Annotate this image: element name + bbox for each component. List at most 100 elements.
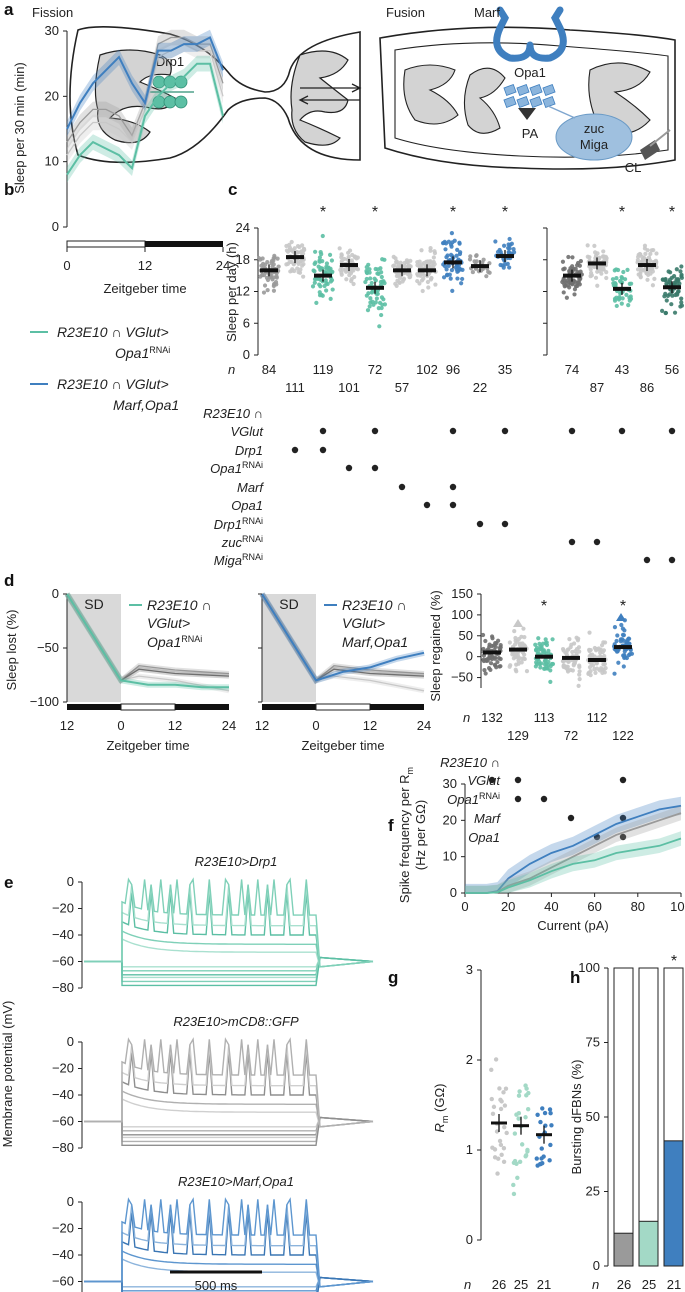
d-genotype-dot [619,833,627,841]
c-n-top: 72 [368,362,382,377]
b-band-2 [67,36,223,164]
c-point [619,301,624,306]
b-xlabel: Zeitgeber time [103,281,186,296]
d-regained-point [517,643,523,648]
e-trace-1 [84,1037,374,1128]
c-point [564,295,569,300]
c-point [614,276,619,281]
d-regained-point [495,659,500,665]
e-trace-2 [84,1249,374,1288]
e-ytick-label: 0 [67,874,74,889]
c-n-bottom: 111 [285,380,305,395]
d-regained-point [570,668,575,673]
c-point [317,290,322,295]
c-point [327,252,333,257]
d-row-3: Marf [474,811,501,826]
g-point [499,1152,504,1157]
c-point [367,304,372,309]
opa1-block [516,96,530,108]
f-ytick-label: 10 [443,849,457,864]
d-right-legend-mid: VGlut> [342,615,385,631]
d-regained-point [490,656,495,662]
d-regained-point [550,637,555,642]
d-regained-point [512,629,517,634]
h-n-value: 21 [667,1277,681,1292]
c-point [261,290,267,295]
g-point [501,1090,506,1095]
b-dark-bar [145,241,223,247]
g-point [498,1097,503,1103]
panel-g: g 0 1 2 3 Rm (GΩ) n 26 25 21 [388,962,554,1292]
d-regained-point [521,626,526,631]
c-point [454,253,459,258]
d-genotype-dot [540,795,548,803]
c-point [271,288,277,293]
c-point [455,269,460,274]
c-point [679,296,684,301]
c-point [442,264,448,269]
e-trace-0 [84,892,374,968]
c-point [610,277,616,282]
c-point [343,269,349,274]
c-point [418,272,423,277]
d-regained-point [534,645,540,650]
d-outlier-marker [616,613,626,621]
d-left-sd-shade [67,594,121,702]
panel-b-label: b [4,180,14,199]
c-point [577,282,582,287]
d-regained-point [482,668,487,673]
g-point [502,1103,508,1108]
c-point [588,270,594,276]
panel-a-label: a [4,0,14,19]
c-point [493,239,498,244]
cl-label: CL [625,160,642,175]
c-point [312,280,317,285]
e-ytick-label: −40 [52,1247,74,1262]
c-point [588,274,593,279]
d-regained-point [486,666,492,671]
d-regained-point [511,656,516,661]
c-point [562,282,567,287]
c-point [592,264,597,270]
d-regained-point [615,633,620,638]
g-point [502,1124,507,1130]
c-row-6: Drp1RNAi [214,516,263,532]
c-point [320,233,325,239]
d-regained-point [516,661,521,666]
c-row-1: VGlut [230,424,264,439]
c-point [371,302,376,307]
f-xtick-label: 100 [670,899,685,914]
g-point [523,1115,528,1120]
c-point [330,287,335,292]
c-ytick-label: 12 [236,284,250,299]
d-left-legend-sub: Opa1RNAi [147,634,202,650]
c-significance-star: * [450,204,456,221]
d-ytick-label: −100 [30,694,59,709]
c-point [300,263,305,268]
g-ylabel: Rm (GΩ) [432,1084,450,1133]
c-point [457,241,462,246]
c-point [468,254,473,259]
c-point [301,274,306,279]
c-significance-star: * [372,204,378,221]
c-point [602,256,607,261]
d-regained-point [524,669,530,674]
c-point [441,275,447,280]
c-row-3: Opa1RNAi [210,460,263,476]
d-regained-point [614,638,619,644]
g-point [498,1106,504,1112]
e-trace-2 [84,1276,374,1288]
c-point [486,269,491,275]
d-row-1: VGlut [467,773,501,788]
f-xtick-label: 80 [631,899,645,914]
c-point [624,292,629,297]
c-n-top: 43 [615,362,629,377]
c-point [672,280,677,285]
c-point [317,258,322,263]
c-point [511,247,516,252]
c-point [587,255,592,260]
d-regained-point [601,662,606,667]
d-right-dark-bar-1 [262,704,316,710]
d-regained-mean [562,655,580,660]
d-regained-point [587,648,592,654]
